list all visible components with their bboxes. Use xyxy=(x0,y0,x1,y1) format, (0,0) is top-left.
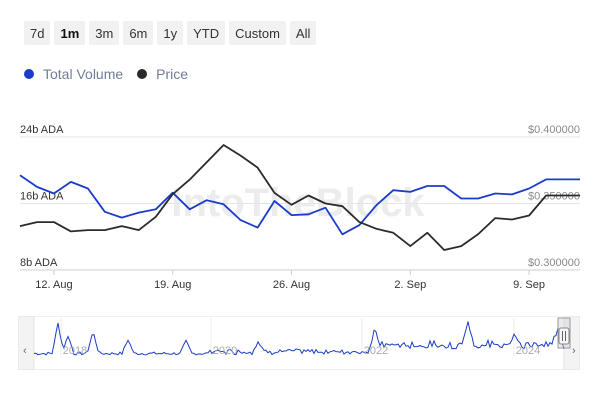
series-line-price xyxy=(19,144,580,251)
range-button-ytd[interactable]: YTD xyxy=(187,21,226,45)
navigator-year-label: 2024 xyxy=(516,345,540,357)
range-button-7d[interactable]: 7d xyxy=(24,21,51,45)
chart-series xyxy=(19,144,580,251)
chart-grid xyxy=(20,136,580,275)
left-axis-tick-label: 16b ADA xyxy=(20,191,64,203)
left-axis-tick-label: 24b ADA xyxy=(20,124,64,136)
navigator-arrow-right-icon[interactable]: › xyxy=(572,345,576,357)
legend-dot-price xyxy=(137,69,148,79)
right-axis-tick-label: $0.400000 xyxy=(528,124,580,136)
legend-item-price[interactable]: Price xyxy=(137,66,188,82)
range-button-all[interactable]: All xyxy=(289,21,317,45)
chart-legend: Total Volume Price xyxy=(24,66,188,82)
navigator-volume-line xyxy=(33,321,565,356)
range-button-1y[interactable]: 1y xyxy=(157,21,184,45)
legend-dot-total-volume xyxy=(24,69,34,79)
navigator-arrow-left-icon[interactable]: ‹ xyxy=(23,345,27,357)
navigator-year-label: 2020 xyxy=(213,345,237,357)
navigator-handle[interactable] xyxy=(558,327,570,345)
range-button-6m[interactable]: 6m xyxy=(123,21,154,45)
time-navigator[interactable]: 2018 2020 2022 2024 › ‹ xyxy=(17,315,581,371)
legend-label-price: Price xyxy=(156,66,189,82)
left-axis-tick-label: 8b ADA xyxy=(20,257,58,269)
x-axis-tick-label: 9. Sep xyxy=(513,279,545,291)
series-line-total-volume xyxy=(19,174,580,236)
range-selector: 7d 1m 3m 6m 1y YTD Custom All xyxy=(24,21,317,45)
x-axis-tick-label: 19. Aug xyxy=(154,279,191,291)
navigator-frame xyxy=(17,315,581,371)
navigator-year-label: 2022 xyxy=(364,345,388,357)
x-axis-tick-label: 12. Aug xyxy=(35,279,72,291)
x-axis-tick-label: 2. Sep xyxy=(394,279,426,291)
legend-item-total-volume[interactable]: Total Volume xyxy=(24,66,123,82)
x-axis-tick-label: 26. Aug xyxy=(273,279,310,291)
legend-label-total-volume: Total Volume xyxy=(43,66,124,82)
range-button-custom[interactable]: Custom xyxy=(229,21,286,45)
navigator-year-label: 2018 xyxy=(63,345,87,357)
chart-axis-labels: 24b ADA $0.400000 16b ADA $0.350000 8b ADA $0… xyxy=(20,124,580,291)
right-axis-tick-label: $0.350000 xyxy=(528,191,580,203)
range-button-1m[interactable]: 1m xyxy=(54,21,86,45)
navigator-chart[interactable]: 2018 2020 2022 2024 › ‹ xyxy=(17,315,581,371)
range-button-3m[interactable]: 3m xyxy=(89,21,120,45)
right-axis-tick-label: $0.300000 xyxy=(528,257,580,269)
navigator-scroll-left[interactable] xyxy=(17,315,35,371)
